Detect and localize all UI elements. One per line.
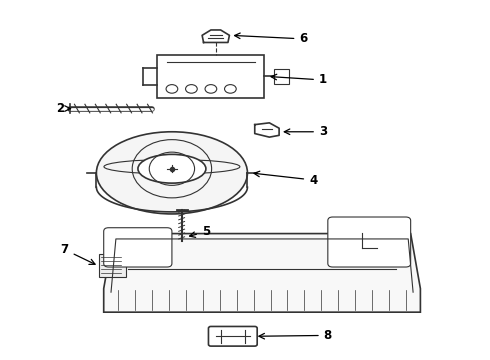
Text: 2: 2 xyxy=(56,102,71,115)
Bar xyxy=(274,69,289,84)
Text: 6: 6 xyxy=(235,32,308,45)
FancyBboxPatch shape xyxy=(157,55,265,98)
Text: 3: 3 xyxy=(284,125,327,138)
Bar xyxy=(99,253,125,277)
Text: 7: 7 xyxy=(61,243,95,264)
Text: 5: 5 xyxy=(190,225,210,238)
Text: 8: 8 xyxy=(259,329,332,342)
FancyBboxPatch shape xyxy=(328,217,411,267)
Polygon shape xyxy=(104,234,420,312)
Text: 4: 4 xyxy=(254,171,318,186)
Ellipse shape xyxy=(138,154,206,183)
FancyBboxPatch shape xyxy=(208,327,257,346)
Text: 1: 1 xyxy=(271,73,327,86)
FancyBboxPatch shape xyxy=(104,228,172,267)
Ellipse shape xyxy=(97,132,247,214)
